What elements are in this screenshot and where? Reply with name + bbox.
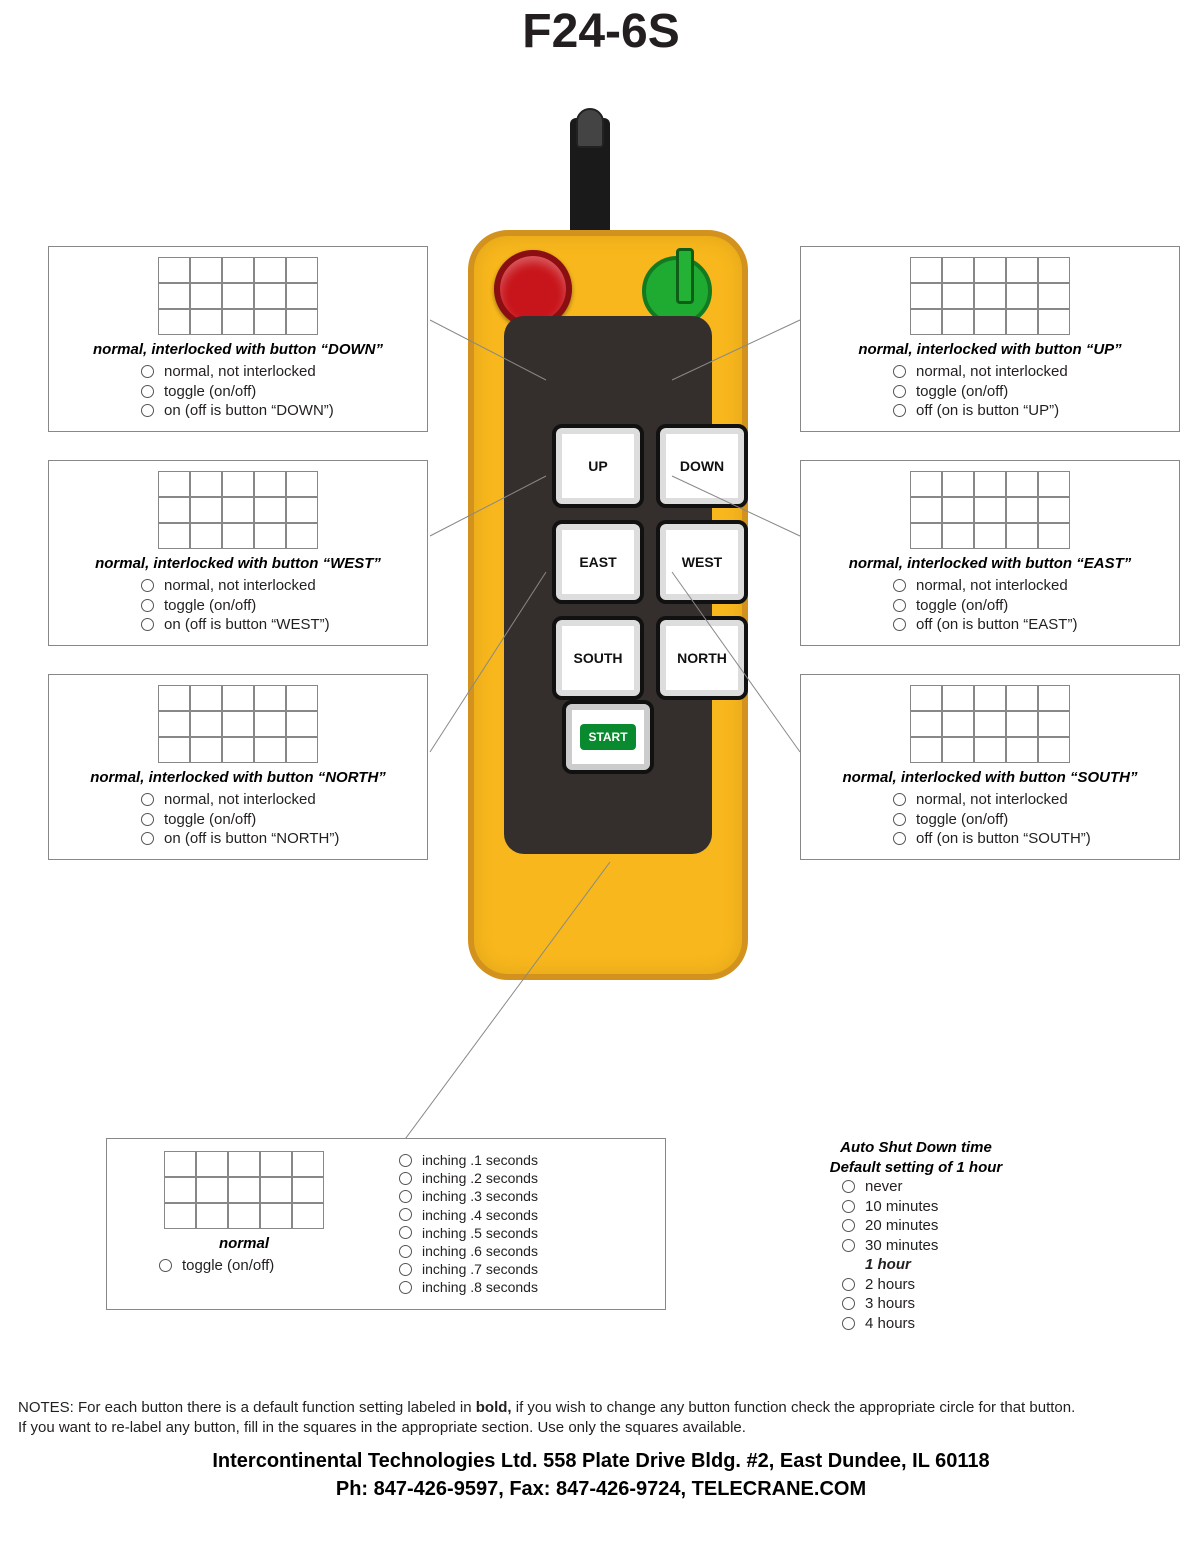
option-radio[interactable]: 4 hours <box>842 1314 1066 1334</box>
option-radio[interactable]: inching .6 seconds <box>399 1242 538 1260</box>
option-box-west: normal, interlocked with button “EAST” n… <box>800 460 1180 646</box>
remote-start-wrap: START <box>562 700 654 774</box>
default-label: normal, interlocked with button “WEST” <box>61 555 415 572</box>
label-grid[interactable] <box>158 685 318 763</box>
remote-button-east: EAST <box>552 520 644 604</box>
option-radio[interactable]: toggle (on/off) <box>893 382 1167 402</box>
option-radio[interactable]: off (on is button “UP”) <box>893 401 1167 421</box>
option-radio[interactable]: off (on is button “EAST”) <box>893 615 1167 635</box>
option-radio[interactable]: toggle (on/off) <box>893 810 1167 830</box>
option-radio[interactable]: toggle (on/off) <box>159 1256 369 1276</box>
option-radio[interactable]: on (off is button “DOWN”) <box>141 401 415 421</box>
default-label: normal, interlocked with button “EAST” <box>813 555 1167 572</box>
option-radio[interactable]: 20 minutes <box>842 1216 1066 1236</box>
remote-antenna-cap <box>576 108 604 148</box>
option-radio[interactable]: normal, not interlocked <box>141 576 415 596</box>
notes-text: NOTES: For each button there is a defaul… <box>18 1398 1184 1439</box>
remote-button-north: NORTH <box>656 616 748 700</box>
option-radio[interactable]: off (on is button “SOUTH”) <box>893 829 1167 849</box>
option-radio[interactable]: 1 hour <box>842 1255 1066 1275</box>
label-grid[interactable] <box>910 685 1070 763</box>
option-radio[interactable]: inching .3 seconds <box>399 1187 538 1205</box>
footer-contact: Ph: 847-426-9597, Fax: 847-426-9724, TEL… <box>0 1478 1202 1501</box>
option-box-start: normal toggle (on/off) inching .1 second… <box>106 1138 666 1310</box>
remote-button-south: SOUTH <box>552 616 644 700</box>
option-radio[interactable]: normal, not interlocked <box>141 362 415 382</box>
remote-illustration: UP DOWN EAST WEST SOUTH NORTH START <box>468 230 748 980</box>
option-radio[interactable]: on (off is button “WEST”) <box>141 615 415 635</box>
option-radio[interactable]: inching .5 seconds <box>399 1224 538 1242</box>
option-box-down: normal, interlocked with button “UP” nor… <box>800 246 1180 432</box>
remote-button-west: WEST <box>656 520 748 604</box>
option-radio[interactable]: normal, not interlocked <box>893 576 1167 596</box>
page: F24-6S UP DOWN EAST WEST SOUTH NORTH STA… <box>0 0 1202 1550</box>
option-radio[interactable]: inching .7 seconds <box>399 1260 538 1278</box>
option-box-east: normal, interlocked with button “WEST” n… <box>48 460 428 646</box>
option-radio[interactable]: inching .2 seconds <box>399 1169 538 1187</box>
remote-button-up: UP <box>552 424 644 508</box>
shutdown-header: Auto Shut Down time Default setting of 1… <box>766 1138 1066 1177</box>
option-radio[interactable]: normal, not interlocked <box>893 790 1167 810</box>
option-radio[interactable]: 30 minutes <box>842 1236 1066 1256</box>
label-grid[interactable] <box>910 257 1070 335</box>
option-box-north: normal, interlocked with button “SOUTH” … <box>800 674 1180 860</box>
start-label: START <box>580 724 635 750</box>
option-box-up: normal, interlocked with button “DOWN” n… <box>48 246 428 432</box>
default-label: normal, interlocked with button “UP” <box>813 341 1167 358</box>
option-radio[interactable]: toggle (on/off) <box>893 596 1167 616</box>
option-radio[interactable]: never <box>842 1177 1066 1197</box>
footer-address: Intercontinental Technologies Ltd. 558 P… <box>0 1450 1202 1473</box>
remote-panel: UP DOWN EAST WEST SOUTH NORTH START <box>504 316 712 854</box>
remote-button-start: START <box>562 700 654 774</box>
page-title: F24-6S <box>0 4 1202 59</box>
default-label: normal, interlocked with button “SOUTH” <box>813 769 1167 786</box>
label-grid[interactable] <box>164 1151 324 1229</box>
label-grid[interactable] <box>158 471 318 549</box>
auto-shutdown-box: Auto Shut Down time Default setting of 1… <box>766 1138 1066 1333</box>
option-radio[interactable]: normal, not interlocked <box>141 790 415 810</box>
option-radio[interactable]: inching .4 seconds <box>399 1206 538 1224</box>
remote-button-down: DOWN <box>656 424 748 508</box>
label-grid[interactable] <box>158 257 318 335</box>
label-grid[interactable] <box>910 471 1070 549</box>
option-radio[interactable]: on (off is button “NORTH”) <box>141 829 415 849</box>
default-label: normal, interlocked with button “DOWN” <box>61 341 415 358</box>
remote-button-grid: UP DOWN EAST WEST SOUTH NORTH <box>552 424 748 700</box>
option-radio[interactable]: 3 hours <box>842 1294 1066 1314</box>
option-radio[interactable]: 10 minutes <box>842 1197 1066 1217</box>
option-box-south: normal, interlocked with button “NORTH” … <box>48 674 428 860</box>
option-radio[interactable]: 2 hours <box>842 1275 1066 1295</box>
default-label: normal, interlocked with button “NORTH” <box>61 769 415 786</box>
option-radio[interactable]: inching .8 seconds <box>399 1278 538 1296</box>
option-radio[interactable]: toggle (on/off) <box>141 810 415 830</box>
option-radio[interactable]: toggle (on/off) <box>141 596 415 616</box>
option-radio[interactable]: normal, not interlocked <box>893 362 1167 382</box>
default-label: normal <box>119 1235 369 1252</box>
option-radio[interactable]: inching .1 seconds <box>399 1151 538 1169</box>
option-radio[interactable]: toggle (on/off) <box>141 382 415 402</box>
